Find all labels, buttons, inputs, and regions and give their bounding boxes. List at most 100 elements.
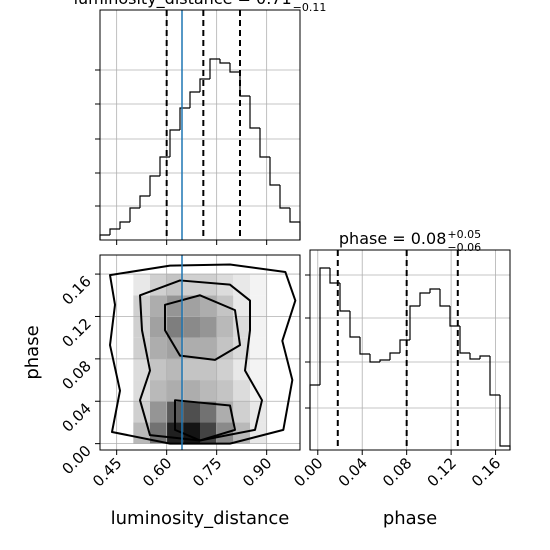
density-cell: [233, 274, 250, 296]
density-cell: [233, 401, 250, 423]
axes-frame: [99, 9, 301, 241]
hist-step: [329, 268, 340, 284]
density-cell: [133, 358, 150, 381]
density-cell: [250, 274, 267, 296]
axes-frame: [309, 249, 511, 451]
y-tick-label: 0.08: [58, 357, 94, 393]
x-tick-label: 0.00: [290, 454, 326, 490]
x-tick-label: 0.90: [239, 454, 275, 490]
hist-step: [209, 58, 220, 79]
hist-step: [219, 59, 230, 64]
panel-title: luminosity_distance = 0.71: [74, 0, 292, 9]
hist-step: [319, 267, 330, 385]
density-cell: [233, 295, 250, 317]
density-cell: [150, 274, 167, 296]
hist-step: [109, 228, 120, 235]
density-cell: [166, 358, 184, 381]
density-cell: [200, 401, 217, 423]
hist-step: [289, 208, 301, 240]
hist-step: [389, 352, 400, 360]
hist-step: [169, 129, 180, 157]
density-cell: [250, 295, 267, 317]
density-cell: [183, 274, 200, 296]
density-cell: [166, 380, 184, 402]
density-cell: [150, 316, 167, 338]
hist-step: [199, 78, 210, 92]
contour: [164, 294, 241, 361]
hist-step: [489, 356, 500, 396]
density-cell: [250, 337, 267, 359]
hist-step: [349, 311, 360, 338]
density-cell: [216, 316, 234, 338]
density-cell: [183, 358, 200, 381]
density-cell: [200, 358, 217, 381]
hist-step: [409, 305, 420, 340]
density-cell: [183, 316, 200, 338]
density-cell: [216, 337, 234, 359]
hist-step: [149, 175, 160, 196]
hist-step: [339, 283, 350, 312]
y-tick-label: 0.04: [58, 399, 94, 435]
title-sub: −0.06: [447, 241, 481, 254]
density-cell: [200, 337, 217, 359]
density-cell: [216, 401, 234, 423]
x-axis-label: phase: [383, 508, 437, 529]
density-cell: [250, 422, 267, 444]
density-cell: [150, 422, 167, 444]
hist-step: [229, 63, 240, 73]
x-tick-label: 0.04: [335, 454, 371, 490]
hist-step: [139, 195, 150, 208]
x-tick-label: 0.45: [89, 454, 125, 490]
density-cell: [150, 358, 167, 381]
density-cell: [150, 401, 167, 423]
hist-step: [429, 288, 440, 293]
hist-step: [459, 326, 470, 354]
y-tick-label: 0.00: [58, 442, 94, 478]
density-cell: [133, 274, 150, 296]
hist-step: [119, 221, 130, 229]
density-cell: [200, 274, 217, 296]
contour: [174, 399, 236, 442]
hist-step: [239, 72, 250, 97]
x-tick-label: 0.12: [424, 454, 460, 490]
contour: [109, 263, 297, 445]
hist-step: [269, 157, 280, 186]
hist-step: [469, 353, 480, 360]
y-tick-label: 0.16: [58, 272, 94, 308]
hist-step: [309, 384, 320, 450]
axes-frame: [99, 254, 301, 451]
hist-step: [379, 359, 390, 362]
hist-step: [279, 185, 290, 209]
density-cell: [216, 380, 234, 402]
x-tick-label: 0.60: [139, 454, 175, 490]
density-cell: [183, 380, 200, 402]
x-tick-label: 0.75: [189, 454, 225, 490]
hist-step: [249, 96, 260, 129]
density-cell: [183, 337, 200, 359]
density-cell: [250, 316, 267, 338]
x-axis-label: luminosity_distance: [111, 508, 290, 529]
density-cell: [216, 358, 234, 381]
density-cell: [183, 295, 200, 317]
panel-title: phase = 0.08: [339, 229, 446, 248]
density-cell: [200, 380, 217, 402]
hist-step: [439, 289, 450, 307]
hist-step: [499, 395, 511, 450]
density-cell: [166, 274, 184, 296]
density-cell: [250, 358, 267, 381]
x-tick-label: 0.16: [468, 454, 504, 490]
title-sup: +0.11: [293, 0, 327, 1]
y-tick-label: 0.12: [58, 315, 94, 351]
density-cell: [200, 316, 217, 338]
hist-step: [359, 337, 370, 355]
hist-step: [369, 354, 380, 363]
title-sup: +0.05: [447, 228, 481, 241]
density-cell: [233, 380, 250, 402]
hist-step: [449, 306, 460, 327]
hist-step: [419, 292, 430, 306]
hist-step: [129, 207, 140, 222]
density-cell: [166, 316, 184, 338]
density-cell: [183, 401, 200, 423]
